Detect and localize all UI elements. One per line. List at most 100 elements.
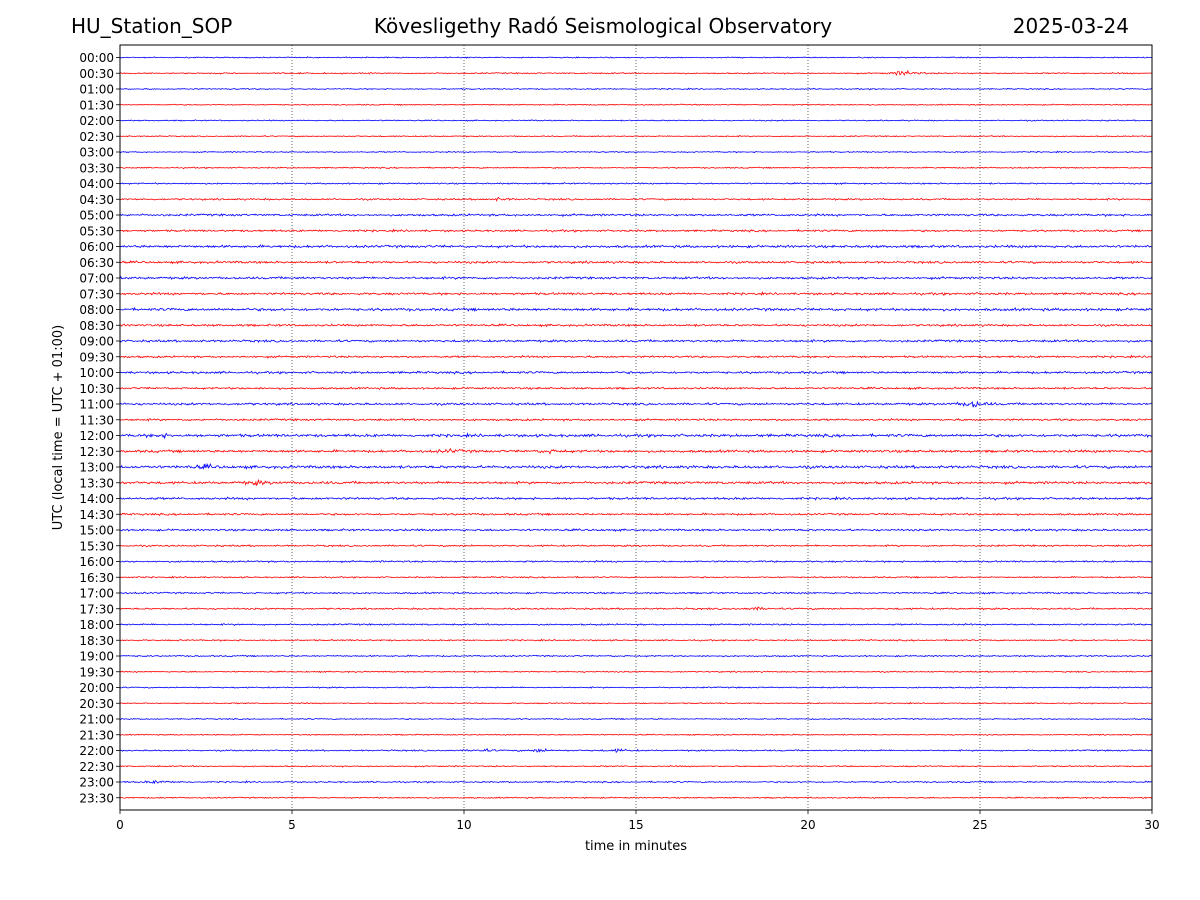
y-tick-label: 11:30: [79, 413, 114, 427]
y-tick-label: 06:30: [79, 256, 114, 270]
trace-1630: [119, 575, 1153, 579]
trace-1330: [119, 479, 1153, 487]
chart-date: 2025-03-24: [1012, 14, 1129, 38]
y-tick-label: 16:00: [79, 555, 114, 569]
trace-2100: [119, 717, 1153, 721]
trace-1200: [120, 432, 1153, 440]
y-tick-label: 10:00: [79, 366, 114, 380]
x-tick-label: 5: [288, 818, 296, 832]
y-axis-label: UTC (local time = UTC + 01:00): [51, 325, 66, 530]
y-tick-label: 03:30: [79, 161, 114, 175]
y-tick-label: 20:00: [79, 681, 114, 695]
trace-0230: [120, 135, 1153, 138]
trace-0400: [119, 182, 1153, 186]
trace-2230: [119, 764, 1153, 768]
y-tick-label: 05:30: [79, 224, 114, 238]
y-tick-label: 03:00: [79, 146, 114, 160]
y-tick-label: 14:00: [79, 492, 114, 506]
trace-2300: [119, 779, 1153, 785]
trace-2000: [119, 686, 1152, 689]
trace-2330: [119, 796, 1153, 800]
y-tick-label: 02:00: [79, 114, 114, 128]
trace-0100: [120, 87, 1153, 91]
trace-0630: [119, 260, 1153, 265]
y-tick-label: 04:30: [79, 193, 114, 207]
y-tick-label: 09:00: [79, 335, 114, 349]
y-tick-label: 16:30: [79, 571, 114, 585]
trace-1000: [119, 370, 1153, 375]
trace-1300: [119, 462, 1153, 470]
y-tick-label: 04:00: [79, 177, 114, 191]
trace-1500: [119, 528, 1153, 533]
trace-0330: [119, 166, 1153, 170]
y-tick-label: 14:30: [79, 508, 114, 522]
y-tick-label: 06:00: [79, 240, 114, 254]
y-tick-label: 02:30: [79, 130, 114, 144]
y-tick-label: 22:00: [79, 744, 114, 758]
y-tick-label: 11:00: [79, 398, 114, 412]
y-tick-label: 08:30: [79, 319, 114, 333]
trace-0830: [119, 323, 1153, 328]
chart-title: Köveslig­ethy Radó Seismological Observa…: [373, 14, 833, 38]
trace-2130: [119, 733, 1153, 736]
trace-0200: [119, 119, 1153, 122]
trace-0600: [119, 244, 1152, 249]
y-tick-label: 19:30: [79, 665, 114, 679]
y-tick-label: 18:00: [79, 618, 114, 632]
trace-1230: [119, 447, 1153, 455]
trace-1830: [119, 638, 1152, 642]
trace-1430: [119, 512, 1153, 517]
trace-1800: [119, 623, 1153, 627]
trace-1400: [119, 495, 1153, 501]
y-tick-label: 08:00: [79, 303, 114, 317]
y-tick-label: 12:30: [79, 445, 114, 459]
y-tick-label: 01:00: [79, 83, 114, 97]
y-tick-label: 07:30: [79, 287, 114, 301]
x-tick-label: 15: [628, 818, 643, 832]
trace-1900: [119, 654, 1153, 658]
x-tick-label: 25: [972, 818, 987, 832]
trace-0430: [119, 196, 1153, 202]
trace-0730: [119, 290, 1153, 297]
trace-1600: [119, 559, 1152, 564]
y-tick-label: 15:00: [79, 524, 114, 538]
trace-1930: [119, 670, 1153, 674]
y-tick-label: 17:30: [79, 602, 114, 616]
y-tick-label: 01:30: [79, 98, 114, 112]
y-tick-label: 00:00: [79, 51, 114, 65]
x-axis-label: time in minutes: [585, 839, 687, 854]
trace-0130: [120, 103, 1153, 106]
trace-0800: [120, 306, 1153, 312]
trace-0930: [119, 354, 1153, 359]
trace-1030: [119, 386, 1153, 391]
station-name: HU_Station_SOP: [71, 14, 233, 38]
trace-1730: [119, 606, 1153, 611]
y-tick-label: 17:00: [79, 587, 114, 601]
y-tick-label: 23:30: [79, 791, 114, 805]
y-tick-label: 00:30: [79, 67, 114, 81]
trace-0300: [119, 150, 1153, 154]
trace-1100: [119, 400, 1153, 408]
y-tick-label: 05:00: [79, 209, 114, 223]
trace-0030: [119, 69, 1152, 76]
y-tick-label: 07:00: [79, 272, 114, 286]
x-tick-label: 30: [1144, 818, 1159, 832]
trace-0500: [119, 213, 1152, 218]
trace-2200: [119, 747, 1153, 754]
trace-0530: [119, 228, 1153, 233]
trace-2030: [119, 701, 1153, 705]
y-tick-label: 23:00: [79, 776, 114, 790]
y-tick-label: 13:00: [79, 461, 114, 475]
y-tick-label: 18:30: [79, 634, 114, 648]
trace-0900: [119, 338, 1153, 344]
y-tick-label: 20:30: [79, 697, 114, 711]
trace-1530: [119, 544, 1153, 548]
trace-1700: [119, 591, 1153, 595]
trace-0000: [119, 56, 1153, 59]
y-tick-label: 19:00: [79, 650, 114, 664]
y-tick-label: 10:30: [79, 382, 114, 396]
y-tick-label: 15:30: [79, 539, 114, 553]
y-tick-label: 22:30: [79, 760, 114, 774]
x-tick-label: 0: [116, 818, 124, 832]
